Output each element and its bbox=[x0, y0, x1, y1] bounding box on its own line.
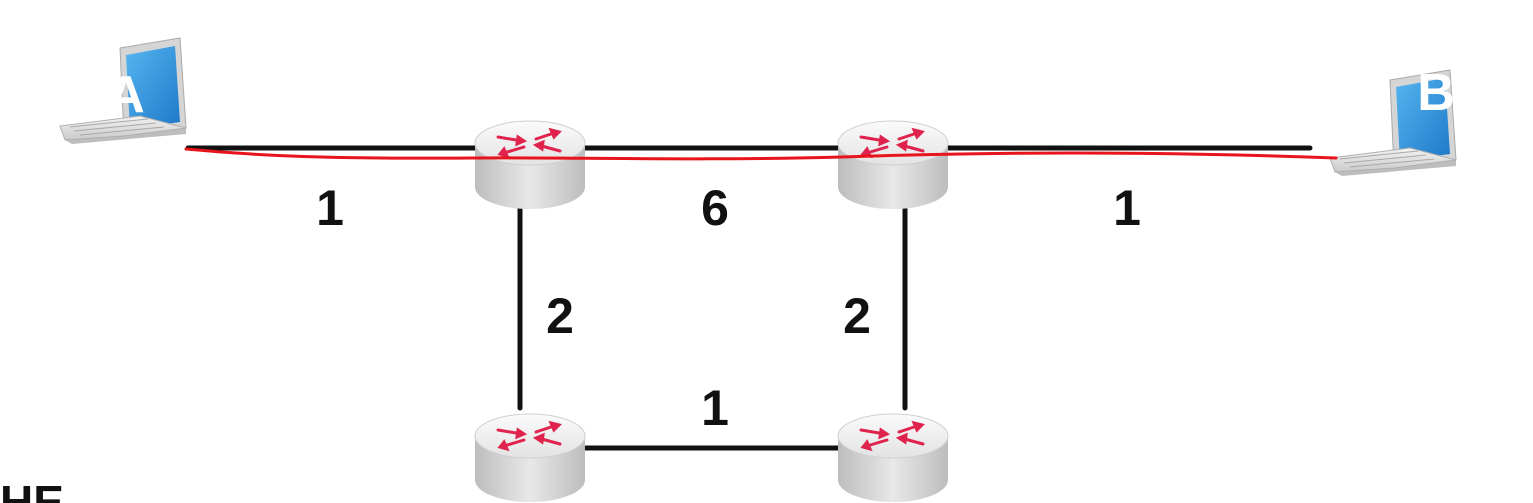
router-r3-icon bbox=[473, 412, 587, 503]
host-a-label: A bbox=[107, 66, 145, 124]
host-b-label: B bbox=[1417, 64, 1455, 122]
weight-r2-b: 1 bbox=[1113, 180, 1141, 236]
router-r4-icon bbox=[836, 412, 950, 503]
highlighted-path bbox=[184, 147, 1338, 161]
cut-off-text: НЕ bbox=[0, 476, 64, 503]
weight-r1-r2: 6 bbox=[701, 180, 729, 236]
weight-r2-r4: 2 bbox=[843, 288, 871, 344]
weight-a-r1: 1 bbox=[316, 180, 344, 236]
links bbox=[185, 145, 1313, 451]
router-r2-icon bbox=[836, 119, 950, 211]
host-b: B bbox=[1329, 64, 1457, 177]
router-r1-icon bbox=[473, 119, 587, 211]
weight-r1-r3: 2 bbox=[546, 288, 574, 344]
host-a: A bbox=[59, 37, 187, 145]
weight-r3-r4: 1 bbox=[701, 380, 729, 436]
